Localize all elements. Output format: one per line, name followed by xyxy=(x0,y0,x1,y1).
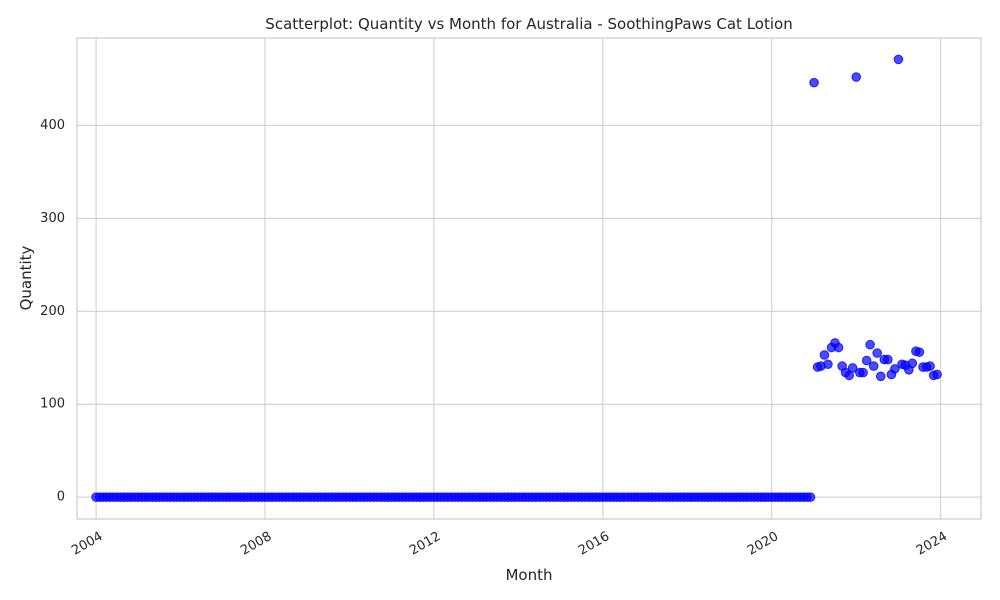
chart-title: Scatterplot: Quantity vs Month for Austr… xyxy=(265,15,792,33)
x-tick-label: 2012 xyxy=(407,529,443,559)
data-point xyxy=(932,369,942,380)
y-tick-label: 100 xyxy=(40,397,65,412)
data-point xyxy=(890,364,900,374)
data-point xyxy=(883,354,893,365)
x-tick-label: 2020 xyxy=(745,529,781,559)
data-point xyxy=(819,350,830,360)
data-point xyxy=(893,54,904,65)
data-point xyxy=(875,371,886,382)
data-point xyxy=(925,361,935,371)
data-point xyxy=(833,342,844,353)
x-tick-label: 2008 xyxy=(238,529,274,559)
x-tick-label: 2016 xyxy=(576,529,612,559)
x-tick-label: 2004 xyxy=(69,529,105,559)
x-axis-label: Month xyxy=(505,566,552,584)
data-point xyxy=(805,492,816,502)
data-point xyxy=(809,77,819,88)
data-point xyxy=(907,358,918,369)
data-point xyxy=(823,359,833,370)
y-tick-label: 300 xyxy=(40,211,65,226)
data-point xyxy=(914,347,925,357)
y-tick-label: 0 xyxy=(57,490,65,505)
data-point xyxy=(861,355,872,366)
y-tick-label: 200 xyxy=(40,304,65,319)
plot-frame xyxy=(76,37,982,520)
data-point xyxy=(865,339,875,350)
data-point xyxy=(847,363,858,373)
y-tick-label: 400 xyxy=(40,118,65,133)
data-point xyxy=(851,72,862,82)
x-tick-label: 2024 xyxy=(914,529,950,559)
y-axis-label: Quantity xyxy=(17,245,35,310)
data-point xyxy=(858,367,868,378)
data-point xyxy=(872,348,882,358)
data-point xyxy=(868,361,879,371)
data-points xyxy=(91,54,942,502)
grid xyxy=(77,38,981,519)
